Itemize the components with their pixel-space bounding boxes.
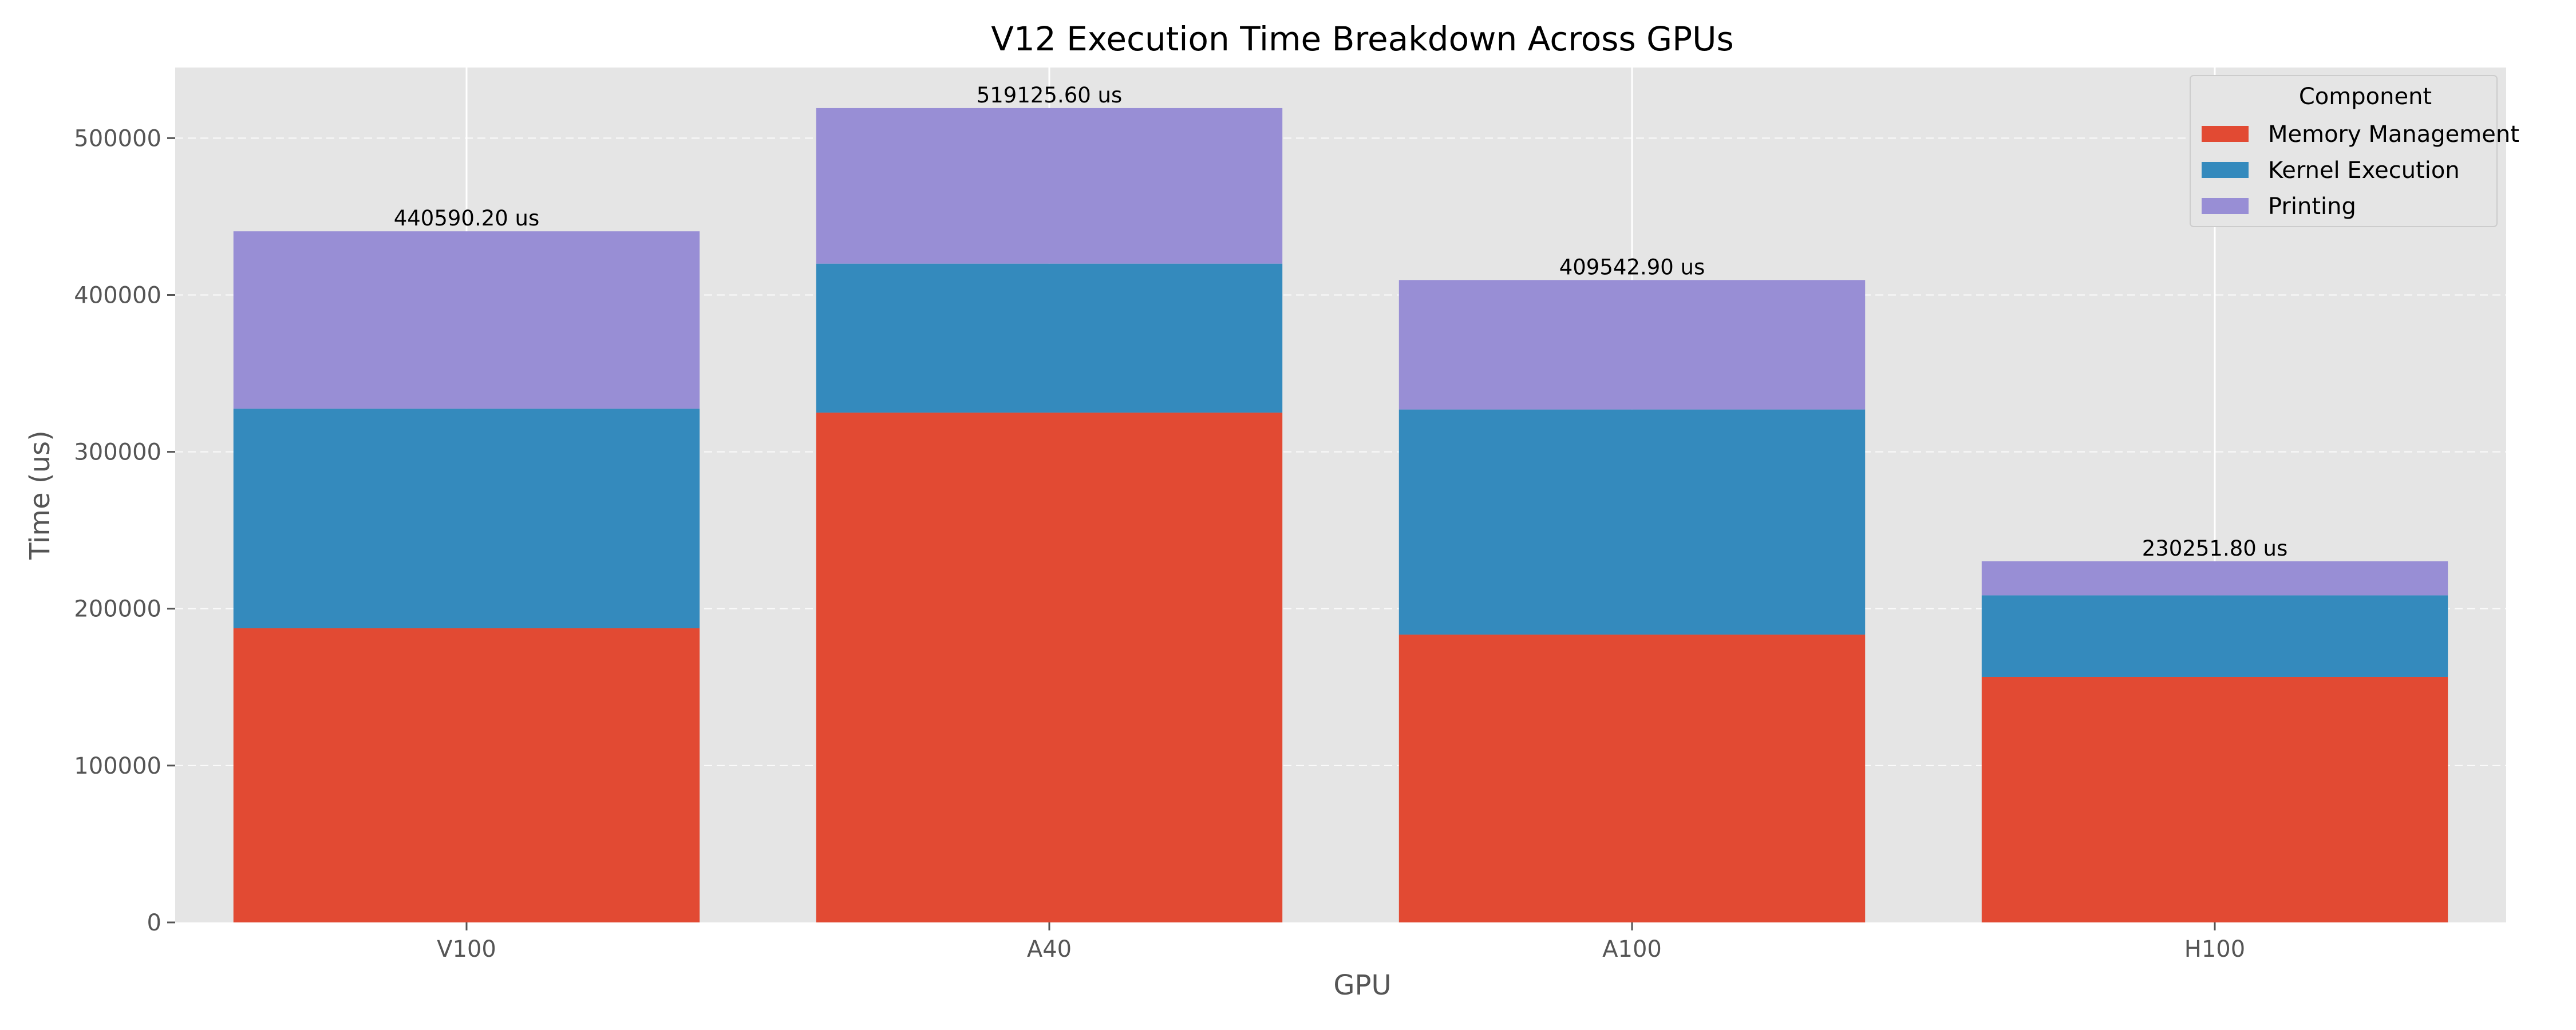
legend: Component Memory Management Kernel Execut… <box>2190 75 2519 227</box>
x-axis: V100 A40 A100 H100 <box>437 922 2245 962</box>
bar-total-label: 440590.20 us <box>394 206 540 231</box>
bar-total-label: 409542.90 us <box>1559 255 1705 279</box>
legend-swatch <box>2202 126 2249 142</box>
bar-kernel-execution-a100 <box>1398 409 1866 635</box>
bar-memory-management-v100 <box>233 628 700 922</box>
x-tick-label: A40 <box>1027 936 1072 962</box>
bar-memory-management-a40 <box>816 413 1283 922</box>
x-tick-label: V100 <box>437 936 496 962</box>
bar-total-label: 230251.80 us <box>2142 536 2288 561</box>
x-tick-label: A100 <box>1602 936 1662 962</box>
bar-printing-h100 <box>1981 561 2448 596</box>
x-axis-label: GPU <box>1333 969 1391 1001</box>
legend-entry-label: Printing <box>2268 193 2356 220</box>
chart-title: V12 Execution Time Breakdown Across GPUs <box>991 19 1734 58</box>
legend-box <box>2190 75 2498 227</box>
bars <box>233 108 2448 922</box>
legend-swatch <box>2202 198 2249 214</box>
bar-memory-management-h100 <box>1981 676 2448 922</box>
bar-memory-management-a100 <box>1398 634 1866 922</box>
y-axis-label: Time (us) <box>24 430 56 560</box>
y-tick-label: 500000 <box>74 125 161 152</box>
legend-entry-label: Kernel Execution <box>2268 157 2460 184</box>
y-tick-label: 300000 <box>74 439 161 466</box>
bar-kernel-execution-v100 <box>233 409 700 629</box>
legend-title: Component <box>2299 84 2432 110</box>
bar-printing-a100 <box>1398 280 1866 410</box>
bar-total-labels: 440590.20 us 519125.60 us 409542.90 us 2302… <box>394 83 2288 561</box>
bar-printing-a40 <box>816 108 1283 264</box>
bar-kernel-execution-h100 <box>1981 595 2448 677</box>
y-tick-label: 200000 <box>74 596 161 623</box>
bar-total-label: 519125.60 us <box>977 83 1123 108</box>
y-axis: 0 100000 200000 300000 400000 500000 <box>74 125 175 936</box>
legend-swatch <box>2202 162 2249 178</box>
bar-printing-v100 <box>233 231 700 409</box>
y-tick-label: 0 <box>147 910 161 936</box>
y-tick-label: 400000 <box>74 282 161 308</box>
y-tick-label: 100000 <box>74 753 161 779</box>
bar-kernel-execution-a40 <box>816 263 1283 413</box>
legend-entry-label: Memory Management <box>2268 121 2519 148</box>
x-tick-label: H100 <box>2184 936 2245 962</box>
